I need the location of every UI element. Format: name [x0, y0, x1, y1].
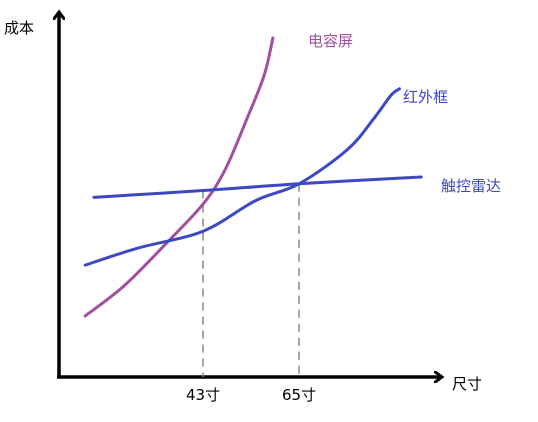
series-line-infrared	[83, 87, 401, 267]
series-line-radar	[92, 175, 423, 199]
y-axis-label: 成本	[4, 19, 34, 37]
series-label-radar: 触控雷达	[441, 177, 501, 195]
x-tick-label-65: 65寸	[282, 386, 316, 404]
series-label-capacitive: 电容屏	[308, 32, 353, 50]
x-axis-label: 尺寸	[452, 375, 482, 393]
series-line-capacitive	[83, 36, 275, 318]
series-label-infrared: 红外框	[403, 88, 448, 106]
x-tick-label-43: 43寸	[186, 386, 220, 404]
